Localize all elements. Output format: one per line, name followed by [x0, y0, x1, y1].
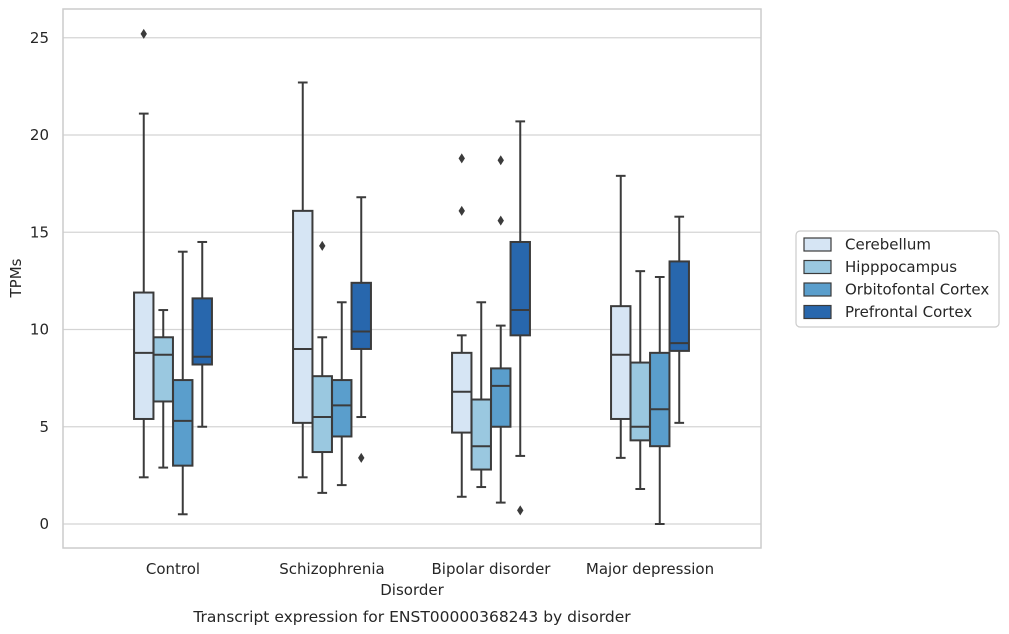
y-axis-label: TPMs	[7, 258, 25, 298]
box-3-2	[470, 301, 492, 489]
box-4-4	[668, 215, 690, 424]
iqr-box	[133, 291, 155, 420]
legend-label-4: Prefrontal Cortex	[845, 303, 972, 321]
box-2-4	[350, 196, 372, 463]
box-1-2	[152, 309, 174, 469]
legend-swatch-3	[803, 282, 832, 297]
y-tick-label-20: 20	[30, 126, 49, 144]
box-4-3	[649, 275, 671, 525]
iqr-box	[629, 361, 651, 442]
iqr-box	[509, 240, 531, 337]
box-2-1	[292, 81, 314, 479]
y-tick-label-10: 10	[30, 321, 49, 339]
iqr-box	[610, 305, 632, 420]
plot-frame	[62, 8, 762, 549]
outlier-point	[517, 505, 524, 516]
box-2-2	[311, 240, 333, 494]
iqr-box	[311, 375, 333, 454]
legend-swatch-1	[803, 237, 832, 252]
box-4-2	[629, 270, 651, 490]
x-tick-labels: Control Schizophrenia Bipolar disorder Majo…	[146, 560, 714, 578]
outlier-point	[358, 452, 365, 463]
iqr-box	[350, 281, 372, 350]
legend-label-3: Orbitofontal Cortex	[845, 281, 989, 299]
iqr-box	[191, 297, 213, 366]
x-tick-label-2: Schizophrenia	[279, 560, 384, 578]
y-tick-labels: 0 5 10 15 20 25	[30, 29, 49, 533]
iqr-box	[292, 209, 314, 424]
outlier-point	[140, 28, 147, 39]
iqr-box	[172, 379, 194, 467]
y-tick-label-0: 0	[39, 515, 49, 533]
x-tick-label-3: Bipolar disorder	[432, 560, 552, 578]
x-tick-label-1: Control	[146, 560, 200, 578]
box-1-1	[133, 28, 155, 479]
iqr-box	[490, 367, 512, 428]
chart-caption: Transcript expression for ENST0000036824…	[192, 608, 631, 626]
box-3-1	[451, 153, 473, 498]
legend-swatch-2	[803, 259, 832, 275]
box-1-3	[172, 250, 194, 516]
legend-label-2: Hipppocampus	[845, 258, 957, 276]
iqr-box	[152, 336, 174, 403]
iqr-box	[470, 398, 492, 471]
box-1-4	[191, 240, 213, 428]
outlier-point	[497, 155, 504, 166]
gridlines	[63, 37, 761, 525]
box-3-3	[490, 155, 512, 504]
outlier-point	[458, 205, 465, 216]
legend-frame	[795, 230, 1000, 328]
outlier-point	[497, 215, 504, 226]
y-tick-label-25: 25	[30, 29, 49, 47]
box-4-1	[610, 174, 632, 459]
legend-label-1: Cerebellum	[845, 236, 931, 254]
boxes	[133, 28, 690, 525]
outlier-point	[319, 240, 326, 251]
y-tick-label-5: 5	[39, 418, 49, 436]
x-tick-label-4: Major depression	[586, 560, 714, 578]
y-tick-label-15: 15	[30, 223, 49, 241]
outlier-point	[458, 153, 465, 164]
x-axis-label: Disorder	[380, 581, 444, 599]
legend-swatch-4	[803, 304, 832, 320]
iqr-box	[668, 260, 690, 352]
box-3-4	[509, 120, 531, 516]
iqr-box	[331, 379, 353, 438]
iqr-box	[649, 351, 671, 448]
box-2-3	[331, 301, 353, 487]
legend: Cerebellum Hipppocampus Orbitofontal Corte…	[795, 230, 1000, 328]
